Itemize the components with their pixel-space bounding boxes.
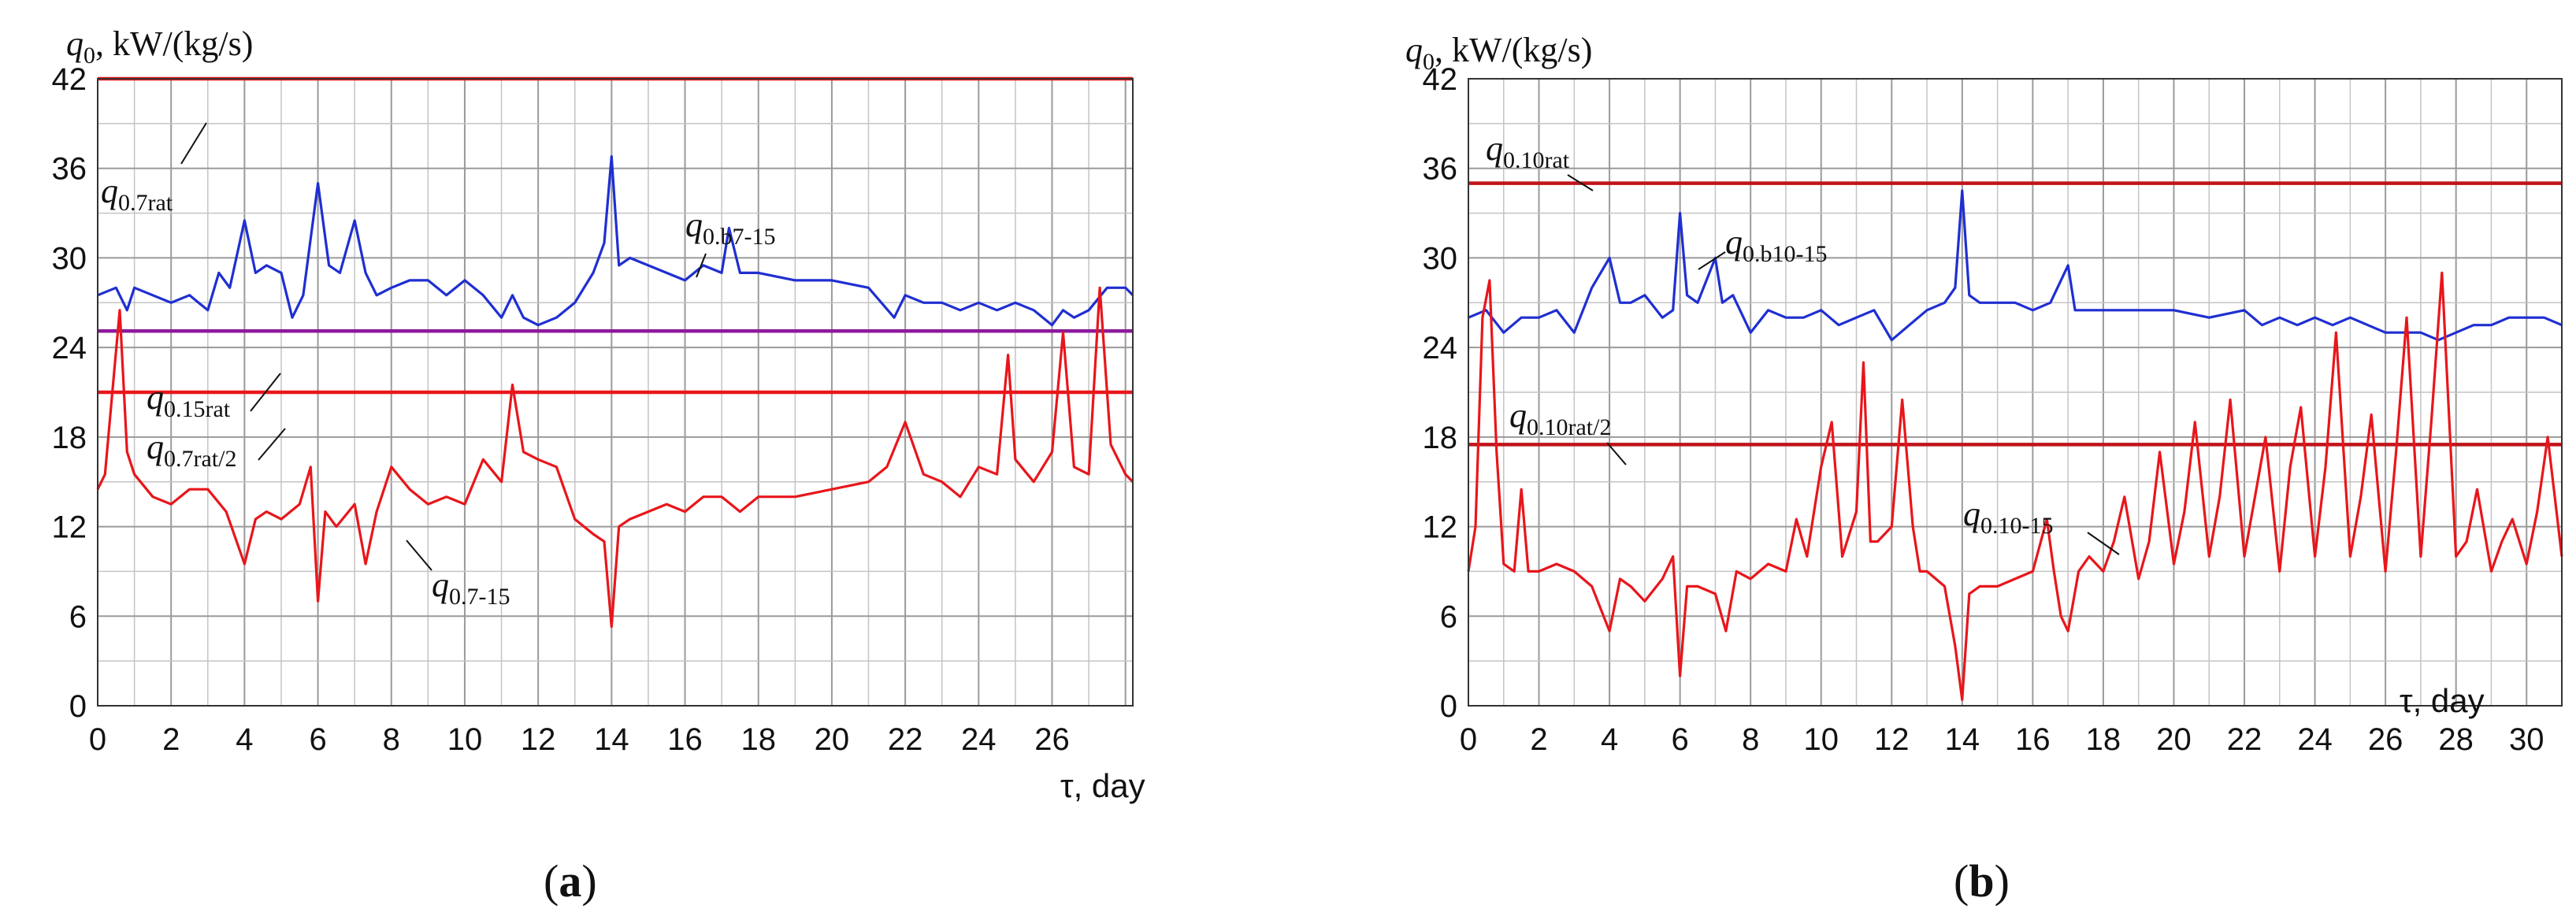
annotation-q010-15: q0.10-15 bbox=[1963, 495, 2054, 539]
x-tick-label: 28 bbox=[2438, 722, 2474, 757]
leader-q07rat bbox=[180, 122, 207, 165]
x-tick-label: 4 bbox=[1601, 722, 1618, 757]
leader-q0b10-15 bbox=[1698, 251, 1726, 270]
x-tick-labels: 0 2 4 6 8 10 12 14 16 18 20 22 24 26 bbox=[89, 722, 1070, 757]
x-tick-label: 0 bbox=[1460, 722, 1477, 757]
y-tick-label: 30 bbox=[52, 241, 87, 276]
series-line-q0-b7-15 bbox=[97, 155, 1134, 327]
annotation-q010rat: q0.10rat bbox=[1486, 129, 1570, 173]
x-tick-label: 16 bbox=[667, 722, 703, 757]
y-tick-label: 24 bbox=[1423, 331, 1458, 365]
grid bbox=[1468, 78, 2563, 707]
x-tick-label: 26 bbox=[1034, 722, 1070, 757]
y-axis-label-base: q bbox=[66, 24, 84, 63]
y-tick-labels: 0 6 12 18 24 30 36 42 bbox=[1423, 62, 1458, 724]
x-tick-label: 8 bbox=[383, 722, 400, 757]
y-tick-label: 6 bbox=[69, 599, 87, 634]
plot-frame bbox=[97, 78, 1134, 707]
leader-q015rat bbox=[250, 373, 281, 412]
y-tick-label: 36 bbox=[1423, 152, 1458, 187]
y-tick-label: 12 bbox=[1423, 510, 1458, 545]
x-tick-label: 4 bbox=[236, 722, 253, 757]
x-tick-label: 2 bbox=[1530, 722, 1547, 757]
plot-frame bbox=[1468, 78, 2563, 707]
y-axis-label-sub: 0 bbox=[1423, 49, 1435, 75]
y-tick-label: 42 bbox=[1423, 62, 1458, 97]
y-tick-label: 18 bbox=[1423, 421, 1458, 455]
x-tick-label: 20 bbox=[815, 722, 850, 757]
y-tick-label: 42 bbox=[52, 62, 87, 97]
leader-q07-15 bbox=[406, 540, 432, 571]
y-axis-label-base: q bbox=[1405, 31, 1423, 69]
x-tick-label: 22 bbox=[888, 722, 923, 757]
x-tick-label: 24 bbox=[961, 722, 997, 757]
x-tick-label: 18 bbox=[2086, 722, 2121, 757]
x-tick-label: 26 bbox=[2368, 722, 2403, 757]
y-axis-label-units: , kW/(kg/s) bbox=[1435, 31, 1592, 69]
reference-lines bbox=[1468, 181, 2562, 447]
annotation-q07-15: q0.7-15 bbox=[432, 566, 510, 610]
x-axis-label: τ, day bbox=[2400, 682, 2485, 719]
y-axis-label: q0, kW/(kg/s) bbox=[66, 24, 253, 69]
x-tick-label: 8 bbox=[1742, 722, 1759, 757]
data-series bbox=[1467, 189, 2563, 702]
x-tick-label: 10 bbox=[447, 722, 483, 757]
y-axis-label: q0, kW/(kg/s) bbox=[1405, 31, 1592, 75]
x-tick-label: 22 bbox=[2227, 722, 2262, 757]
y-tick-label: 0 bbox=[69, 689, 87, 724]
reference-lines bbox=[98, 76, 1133, 395]
annotation-q07rat2: q0.7rat/2 bbox=[147, 428, 236, 472]
y-tick-label: 30 bbox=[1423, 241, 1458, 276]
leader-q010rat2 bbox=[1606, 442, 1627, 466]
x-tick-label: 12 bbox=[521, 722, 556, 757]
x-tick-label: 2 bbox=[162, 722, 180, 757]
x-tick-label: 0 bbox=[89, 722, 106, 757]
series-line-q0-7-15 bbox=[96, 286, 1134, 629]
x-tick-label: 10 bbox=[1803, 722, 1839, 757]
annotation-q0b7-15: q0.b7-15 bbox=[685, 206, 776, 250]
leader-q0b7-15 bbox=[696, 253, 707, 278]
panel-label-b: (b) bbox=[1954, 855, 2010, 907]
x-axis-label: τ, day bbox=[1060, 767, 1145, 804]
x-tick-label: 6 bbox=[309, 722, 326, 757]
y-tick-labels: 0 6 12 18 24 30 36 42 bbox=[52, 62, 87, 724]
y-axis-label-units: , kW/(kg/s) bbox=[95, 24, 253, 63]
leader-q010-15 bbox=[2087, 532, 2120, 555]
leader-q010rat bbox=[1567, 174, 1594, 191]
annotation-q0b10-15: q0.b10-15 bbox=[1725, 223, 1828, 267]
data-series bbox=[96, 155, 1134, 629]
x-tick-label: 16 bbox=[2015, 722, 2051, 757]
y-tick-label: 18 bbox=[52, 421, 87, 455]
y-tick-label: 6 bbox=[1440, 599, 1457, 634]
x-tick-label: 30 bbox=[2509, 722, 2544, 757]
annotation-q010rat2: q0.10rat/2 bbox=[1509, 396, 1611, 440]
y-axis-label-sub: 0 bbox=[84, 43, 95, 69]
y-tick-label: 24 bbox=[52, 331, 87, 365]
y-tick-label: 36 bbox=[52, 152, 87, 187]
series-line-q0-b10-15 bbox=[1468, 189, 2563, 342]
x-tick-label: 6 bbox=[1672, 722, 1689, 757]
leader-q07rat2 bbox=[258, 428, 286, 461]
x-tick-label: 14 bbox=[1945, 722, 1980, 757]
x-tick-label: 14 bbox=[594, 722, 629, 757]
panel-label-a: (a) bbox=[544, 855, 597, 907]
x-tick-labels: 0 2 4 6 8 10 12 14 16 18 20 22 24 26 28 30 bbox=[1460, 722, 2544, 757]
y-tick-label: 12 bbox=[52, 510, 87, 545]
x-tick-label: 18 bbox=[741, 722, 776, 757]
x-tick-label: 12 bbox=[1874, 722, 1910, 757]
x-tick-label: 24 bbox=[2297, 722, 2333, 757]
series-line-q0-10-15 bbox=[1467, 271, 2563, 702]
y-tick-label: 0 bbox=[1440, 689, 1457, 724]
annotation-q07rat: q0.7rat bbox=[101, 172, 173, 216]
annotation-q015rat: q0.15rat bbox=[147, 378, 231, 422]
x-tick-label: 20 bbox=[2156, 722, 2192, 757]
